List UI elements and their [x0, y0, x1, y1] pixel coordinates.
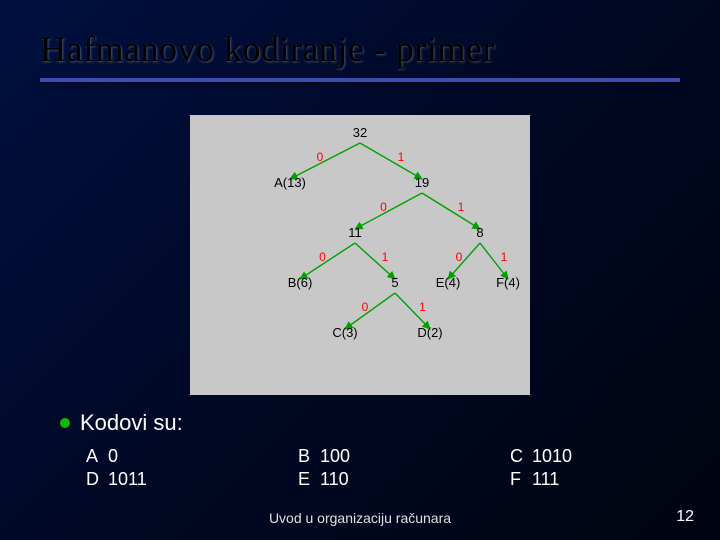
svg-text:0: 0 — [319, 250, 326, 264]
tree-svg: 0 1 0 1 0 1 0 1 0 1 32 A(13) 19 11 8 B(6) 5 E(4) F(4) C(3) D… — [190, 115, 530, 395]
svg-text:19: 19 — [415, 175, 429, 190]
footer-text: Uvod u organizaciju računara — [0, 510, 720, 526]
svg-text:B(6): B(6) — [288, 275, 313, 290]
code-symbol: A — [86, 446, 108, 467]
spacer — [390, 469, 510, 490]
code-symbol: E — [298, 469, 320, 490]
svg-text:0: 0 — [362, 300, 369, 314]
svg-text:E(4): E(4) — [436, 275, 461, 290]
svg-text:D(2): D(2) — [417, 325, 442, 340]
svg-text:8: 8 — [476, 225, 483, 240]
svg-text:1: 1 — [419, 300, 426, 314]
svg-text:1: 1 — [382, 250, 389, 264]
spacer — [178, 446, 298, 467]
page-number: 12 — [676, 508, 694, 526]
codes-grid: A 0 B 100 C 1010 D 1011 E 110 F 111 — [86, 446, 680, 490]
svg-text:A(13): A(13) — [274, 175, 306, 190]
codes-label: Kodovi su: — [80, 410, 183, 436]
huffman-tree: 0 1 0 1 0 1 0 1 0 1 32 A(13) 19 11 8 B(6) 5 E(4) F(4) C(3) D… — [190, 115, 530, 395]
code-value: 1011 — [108, 469, 178, 490]
svg-text:11: 11 — [348, 225, 362, 240]
svg-text:5: 5 — [391, 275, 398, 290]
bullet-icon — [60, 418, 70, 428]
page-title: Hafmanovo kodiranje - primer — [40, 28, 680, 70]
svg-text:0: 0 — [380, 200, 387, 214]
code-symbol: D — [86, 469, 108, 490]
svg-text:1: 1 — [458, 200, 465, 214]
code-symbol: C — [510, 446, 532, 467]
svg-text:1: 1 — [501, 250, 508, 264]
code-value: 0 — [108, 446, 178, 467]
code-value: 111 — [532, 469, 602, 490]
spacer — [178, 469, 298, 490]
codes-section: Kodovi su: A 0 B 100 C 1010 D 1011 E 110… — [60, 410, 680, 490]
svg-text:F(4): F(4) — [496, 275, 520, 290]
title-rule — [40, 78, 680, 82]
svg-text:1: 1 — [398, 150, 405, 164]
code-value: 110 — [320, 469, 390, 490]
code-symbol: F — [510, 469, 532, 490]
codes-heading: Kodovi su: — [60, 410, 680, 436]
spacer — [390, 446, 510, 467]
svg-text:0: 0 — [456, 250, 463, 264]
svg-text:C(3): C(3) — [332, 325, 357, 340]
code-value: 1010 — [532, 446, 602, 467]
code-symbol: B — [298, 446, 320, 467]
svg-text:32: 32 — [353, 125, 367, 140]
code-value: 100 — [320, 446, 390, 467]
svg-text:0: 0 — [317, 150, 324, 164]
